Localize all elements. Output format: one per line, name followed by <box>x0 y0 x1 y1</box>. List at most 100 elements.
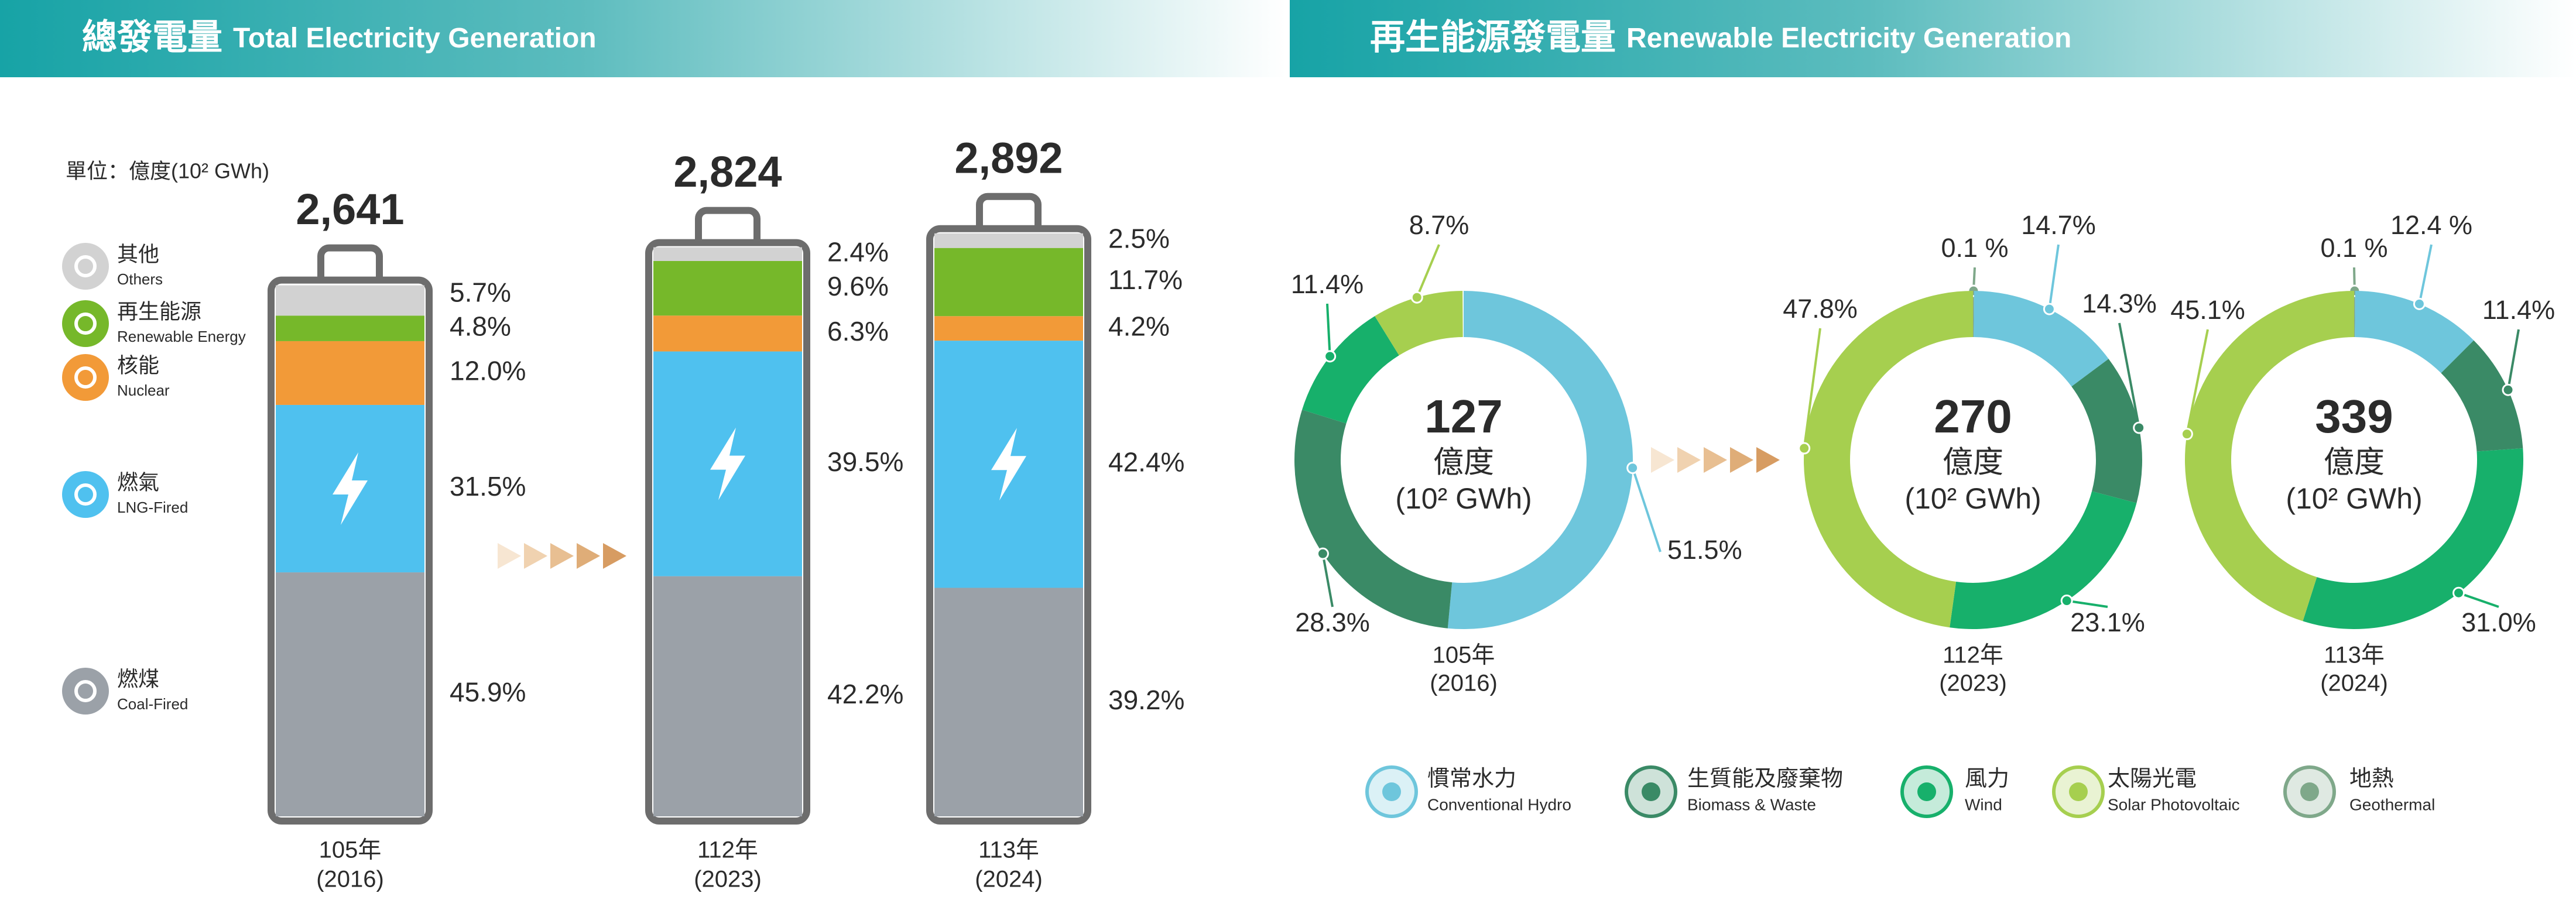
legend-icon-mark <box>74 255 97 277</box>
value-label: 14.7% <box>2021 210 2096 240</box>
unit-label: 單位：億度(10² GWh) <box>66 159 269 183</box>
legend-icon-mark <box>74 312 97 335</box>
center-total: 270 <box>1934 390 2012 442</box>
donut-slice <box>2185 290 2354 621</box>
value-label: 11.4% <box>1291 269 1364 299</box>
leader-dot <box>1798 442 1811 455</box>
header-bar <box>1290 0 2576 77</box>
value-label: 6.3% <box>827 316 889 346</box>
lightning-icon <box>710 427 745 500</box>
leader-line <box>2507 329 2520 390</box>
value-label: 12.4 % <box>2390 210 2472 240</box>
total-label: 2,641 <box>296 185 404 233</box>
legend-icon-mark <box>74 483 97 506</box>
lightning-icon <box>333 452 368 526</box>
value-label: 45.1% <box>2170 295 2245 325</box>
donut-slice <box>1375 291 1463 356</box>
subtitle: Total Electricity Generation <box>233 23 597 54</box>
donut-slice <box>1950 491 2137 630</box>
value-label: 42.4% <box>1108 447 1184 477</box>
value-label: 8.7% <box>1409 210 1469 240</box>
total-label: 2,892 <box>954 133 1063 182</box>
legend-icon-mark <box>74 680 97 702</box>
legend-label: 再生能源 <box>117 300 201 324</box>
value-label: 4.8% <box>450 311 511 341</box>
category-year: (2024) <box>2320 671 2388 696</box>
value-label: 28.3% <box>1295 607 1370 637</box>
category-label: 112年 <box>1943 643 2003 668</box>
chevrons <box>498 543 626 569</box>
donut-slice <box>1302 316 1399 424</box>
legend-icon <box>62 354 109 401</box>
leader-line <box>2066 599 2108 608</box>
category-label: 113年 <box>2324 643 2385 668</box>
value-label: 12.0% <box>450 356 526 386</box>
leader-line <box>2458 592 2499 608</box>
center-total: 127 <box>1424 390 1502 442</box>
leader-line <box>2048 244 2060 310</box>
value-label: 2.5% <box>1108 223 1170 253</box>
value-label: 39.2% <box>1108 685 1184 715</box>
legend-icon-mark <box>2300 782 2319 801</box>
legend-icon-mark <box>74 366 97 389</box>
legend-label: 燃氣 <box>117 470 159 494</box>
title: 總發電量 <box>82 18 222 57</box>
donut-slice <box>1973 291 1974 338</box>
category-year: (2024) <box>975 867 1043 892</box>
value-label: 31.0% <box>2461 607 2536 637</box>
legend-label: 其他 <box>117 242 159 266</box>
value-label: 4.2% <box>1108 311 1170 341</box>
category-year: (2023) <box>1939 671 2007 696</box>
leader-dot <box>2413 297 2426 310</box>
bar-segment <box>276 572 424 816</box>
bar-segment <box>934 316 1083 341</box>
legend-icon <box>62 471 109 518</box>
value-label: 11.4% <box>2482 295 2555 325</box>
value-label: 23.1% <box>2070 607 2145 637</box>
center-unit-en: (10² GWh) <box>1395 482 1532 515</box>
title: 再生能源發電量 <box>1370 18 1616 57</box>
legend-label-en: Coal-Fired <box>117 695 188 713</box>
legend-icon-mark <box>1382 782 1401 801</box>
center-unit-en: (10² GWh) <box>1904 482 2041 515</box>
leader-line <box>2418 244 2433 304</box>
value-label: 0.1 % <box>1941 233 2008 263</box>
category-label: 112年 <box>697 837 758 863</box>
leader-dot <box>2060 595 2073 607</box>
bar-segment <box>653 315 802 352</box>
legend-label-en: Conventional Hydro <box>1427 795 1571 813</box>
legend-label-en: Wind <box>1965 795 2002 813</box>
value-label: 5.7% <box>450 277 511 307</box>
value-label: 2.4% <box>827 236 889 267</box>
donut-slice <box>1974 291 2109 387</box>
bar-segment <box>653 247 802 261</box>
legend-label-en: Nuclear <box>117 382 170 399</box>
center-unit-en: (10² GWh) <box>2286 482 2422 515</box>
legend-label: 風力 <box>1965 767 2009 791</box>
header-bar <box>0 0 1286 77</box>
chevrons <box>1651 447 1780 473</box>
leader-line <box>1631 467 1662 552</box>
leader-line <box>1416 244 1440 298</box>
header-title: 再生能源發電量 Renewable Electricity Generation <box>1370 18 2071 57</box>
value-label: 47.8% <box>1783 294 1858 324</box>
leader-dot <box>1626 462 1639 475</box>
legend-label-en: Renewable Energy <box>117 328 246 345</box>
category-year: (2016) <box>1430 671 1498 696</box>
donut-slice <box>1803 291 1973 628</box>
donut-slice <box>2071 359 2142 503</box>
category-label: 113年 <box>978 837 1039 863</box>
legend-label-en: Geothermal <box>2349 795 2435 813</box>
legend-label: 燃煤 <box>117 667 159 691</box>
center-unit: 億度 <box>2324 446 2385 480</box>
bar-segment <box>934 233 1083 248</box>
leader-dot <box>2452 586 2465 599</box>
bar-segment <box>276 285 424 316</box>
leader-dot <box>1324 350 1337 363</box>
value-label: 31.5% <box>450 471 526 502</box>
value-label: 42.2% <box>827 679 903 709</box>
donut-slice <box>1447 291 1633 629</box>
legend-icon <box>62 668 109 715</box>
lightning-icon <box>991 428 1026 501</box>
header-title: 總發電量 Total Electricity Generation <box>82 18 597 57</box>
